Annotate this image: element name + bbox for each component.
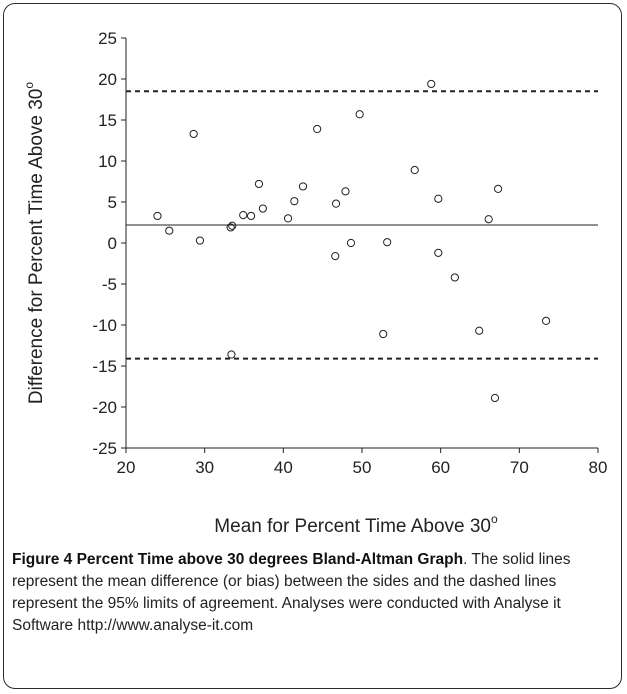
- y-tick-label: 25: [98, 29, 117, 48]
- data-point: [228, 221, 237, 230]
- x-tick-label: 80: [589, 458, 608, 477]
- data-point: [427, 79, 436, 89]
- data-point: [331, 252, 340, 261]
- x-tick-label: 20: [117, 458, 136, 477]
- y-tick-label: -15: [92, 357, 117, 376]
- y-tick-label: 15: [98, 111, 117, 130]
- x-tick-label: 30: [195, 458, 214, 477]
- data-point: [434, 194, 443, 203]
- y-axis-label: Difference for Percent Time Above 30o: [22, 82, 47, 404]
- y-axis-label-sup: o: [22, 82, 36, 89]
- data-point: [484, 215, 493, 224]
- data-point: [290, 197, 299, 206]
- x-tick-label: 50: [353, 458, 372, 477]
- data-point: [254, 179, 264, 189]
- y-tick-label: -25: [92, 439, 117, 458]
- y-tick-label: -10: [92, 316, 117, 335]
- figure-frame: [3, 3, 622, 689]
- data-point: [195, 236, 205, 245]
- data-point: [355, 110, 364, 119]
- data-point: [227, 350, 236, 359]
- y-tick-label: 10: [98, 152, 117, 171]
- data-point: [165, 226, 174, 235]
- y-tick-label: 20: [98, 70, 117, 89]
- x-tick-label: 40: [274, 458, 293, 477]
- data-point: [490, 393, 500, 403]
- data-point: [434, 248, 443, 257]
- x-axis-label-sup: o: [491, 512, 498, 526]
- x-axis-label: Mean for Percent Time Above 30o: [214, 512, 498, 537]
- caption-text: . The solid lines represent the mean dif…: [12, 551, 571, 634]
- data-point: [226, 223, 235, 232]
- data-point: [379, 329, 388, 339]
- y-tick-label: -20: [92, 398, 117, 417]
- data-point: [283, 214, 293, 223]
- data-point: [383, 238, 392, 247]
- x-tick-label: 60: [431, 458, 450, 477]
- data-point: [239, 211, 248, 220]
- y-axis-label-text: Difference for Percent Time Above 30: [26, 89, 47, 404]
- data-point: [246, 211, 256, 221]
- x-axis-label-text: Mean for Percent Time Above 30: [214, 516, 491, 537]
- data-point: [313, 124, 322, 134]
- data-point: [258, 204, 267, 213]
- data-point: [541, 316, 551, 325]
- data-point: [346, 238, 356, 248]
- data-point: [189, 129, 198, 139]
- data-point: [410, 165, 419, 175]
- data-point: [450, 273, 459, 282]
- y-tick-label: 5: [108, 193, 117, 212]
- data-point: [493, 184, 503, 193]
- data-point: [298, 182, 308, 191]
- data-point: [153, 211, 162, 221]
- data-point: [331, 199, 341, 208]
- y-tick-label: -5: [102, 275, 117, 294]
- data-point: [475, 326, 484, 335]
- figure-caption: Figure 4 Percent Time above 30 degrees B…: [12, 549, 610, 637]
- x-tick-label: 70: [510, 458, 529, 477]
- y-tick-label: 0: [108, 234, 117, 253]
- caption-title: Figure 4 Percent Time above 30 degrees B…: [12, 551, 464, 568]
- data-point: [341, 187, 350, 196]
